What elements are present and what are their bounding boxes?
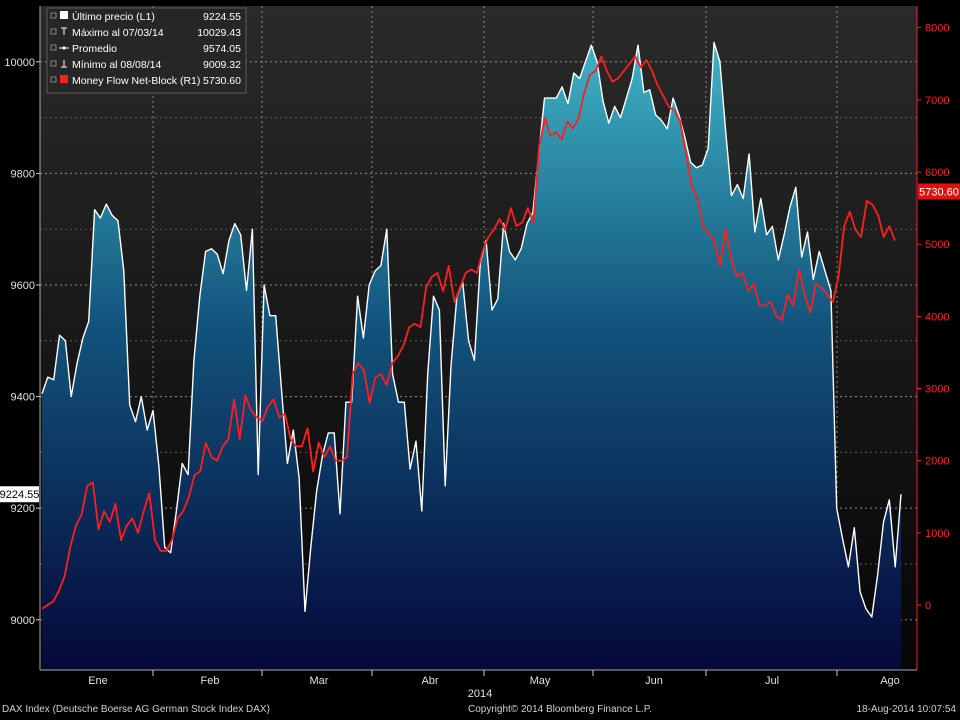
axes (39, 6, 918, 671)
right-tick-label: 8000 (925, 23, 949, 35)
right-tick-label: 2000 (925, 456, 949, 468)
legend-row: Promedio 9574.05 (50, 43, 241, 55)
footer-copyright: Copyright© 2014 Bloomberg Finance L.P. (468, 704, 652, 715)
legend-value: 9009.32 (203, 59, 241, 71)
right-tick-label: 0 (925, 600, 931, 612)
legend-value: 10029.43 (197, 27, 241, 39)
x-tick-label: Jun (645, 675, 663, 687)
price-series-line (41, 41, 902, 618)
legend-value: 9574.05 (203, 43, 241, 55)
legend-label: Mínimo al 08/08/14 (72, 59, 161, 71)
right-axis: 0 1000 2000 3000 4000 5000 6000 7000 8000 (917, 23, 949, 612)
left-tick-label: 9000 (11, 615, 35, 627)
legend-row: Mínimo al 08/08/14 9009.32 (50, 59, 241, 71)
right-tick-label: 5000 (925, 239, 949, 251)
left-tick-label: 9800 (11, 168, 35, 180)
last-price-tag-label: 9224.55 (0, 489, 39, 501)
x-tick-label: Abr (421, 675, 438, 687)
right-tick-label: 1000 (925, 528, 949, 540)
legend-box (46, 7, 247, 94)
last-flow-tag-label: 5730.60 (919, 186, 959, 198)
legend-value: 9224.55 (203, 11, 241, 23)
right-tick-label: 4000 (925, 311, 949, 323)
legend-swatch-icon (60, 75, 68, 83)
right-tick-label: 3000 (925, 384, 949, 396)
legend-row: Máximo al 07/03/14 10029.43 (50, 27, 241, 39)
price-area-fill (42, 42, 901, 670)
left-tick-label: 9600 (11, 280, 35, 292)
legend-row: Último precio (L1) 9224.55 (50, 10, 241, 23)
legend-label: Promedio (72, 43, 117, 55)
footer-security-name: DAX Index (Deutsche Boerse AG German Sto… (2, 704, 270, 715)
legend-label: Último precio (L1) (72, 10, 155, 23)
x-tick-label: Mar (310, 675, 329, 687)
left-tick-label: 9200 (11, 503, 35, 515)
last-price-tag (0, 486, 39, 503)
last-flow-tag (918, 183, 960, 200)
right-tick-label: 7000 (925, 95, 949, 107)
x-tick-label: Jul (765, 675, 779, 687)
legend-swatch-icon (60, 11, 68, 19)
legend: Último precio (L1) 9224.55 Máximo al 07/03… (46, 7, 247, 94)
x-tick-label: Ago (880, 675, 900, 687)
left-tick-label: 10000 (4, 57, 35, 69)
left-tick-label: 9400 (11, 392, 35, 404)
right-tick-label: 6000 (925, 167, 949, 179)
legend-label: Money Flow Net-Block (R1) (72, 75, 200, 87)
x-tick-label: Ene (88, 675, 108, 687)
legend-value: 5730.60 (203, 75, 241, 87)
legend-label: Máximo al 07/03/14 (72, 27, 164, 39)
legend-row: Money Flow Net-Block (R1) 5730.60 (50, 75, 241, 87)
x-axis: Ene Feb Mar Abr May Jun Jul Ago 2014 (88, 670, 900, 700)
footer-timestamp: 18-Aug-2014 10:07:54 (856, 704, 956, 715)
x-axis-label: 2014 (468, 688, 492, 700)
last-value-tags: 9224.55 5730.60 (0, 183, 960, 503)
money-flow-series-line (41, 55, 896, 610)
left-axis: 9000 9200 9400 9600 9800 10000 (4, 57, 40, 627)
x-tick-label: Feb (201, 675, 220, 687)
x-tick-label: May (530, 675, 551, 687)
